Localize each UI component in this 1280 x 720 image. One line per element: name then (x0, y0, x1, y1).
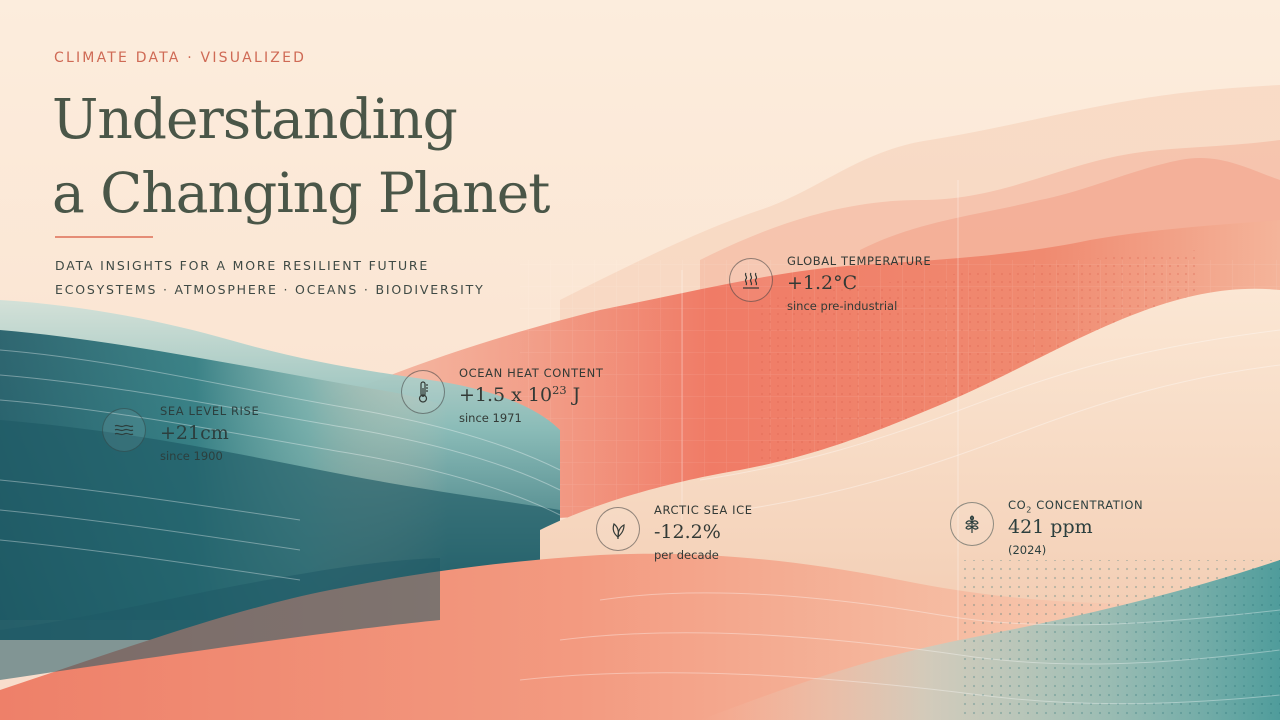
sea-level-label: SEA LEVEL RISE (160, 404, 260, 418)
title-line-2: a Changing Planet (52, 161, 550, 225)
global-temp-sub: since pre-industrial (787, 299, 898, 313)
thermometer-icon (401, 370, 445, 414)
plant-icon (950, 502, 994, 546)
tagline-primary: DATA INSIGHTS FOR A MORE RESILIENT FUTUR… (55, 258, 430, 273)
arctic-ice-sub: per decade (654, 548, 719, 562)
ocean-heat-exponent: 23 (552, 383, 567, 398)
global-temp-label: GLOBAL TEMPERATURE (787, 254, 932, 268)
heat-icon (729, 258, 773, 302)
co2-value: 421 ppm (1008, 516, 1093, 538)
co2-label: CO2 CONCENTRATION (1008, 498, 1143, 514)
waves-icon (102, 408, 146, 452)
leaves-icon (596, 507, 640, 551)
title-line-1: Understanding (52, 87, 458, 151)
global-temp-value: +1.2°C (787, 272, 858, 294)
ocean-heat-unit: J (566, 384, 581, 406)
co2-label-suffix: CONCENTRATION (1032, 498, 1144, 512)
sea-level-value: +21cm (160, 422, 229, 444)
title-divider (55, 236, 153, 238)
ocean-heat-sub: since 1971 (459, 411, 522, 425)
arctic-ice-label: ARCTIC SEA ICE (654, 503, 753, 517)
co2-sub: (2024) (1008, 543, 1047, 557)
co2-label-prefix: CO (1008, 498, 1027, 512)
arctic-ice-value: -12.2% (654, 521, 721, 543)
ocean-heat-value-base: +1.5 x 10 (459, 384, 553, 406)
page-title: Understanding a Changing Planet (52, 82, 550, 230)
ocean-heat-label: OCEAN HEAT CONTENT (459, 366, 604, 380)
tagline-topics: ECOSYSTEMS · ATMOSPHERE · OCEANS · BIODI… (55, 282, 485, 297)
co2-label-subscript: 2 (1026, 505, 1033, 515)
ocean-heat-value: +1.5 x 1023 J (459, 384, 580, 406)
sea-level-sub: since 1900 (160, 449, 223, 463)
eyebrow-label: CLIMATE DATA · VISUALIZED (54, 50, 307, 66)
